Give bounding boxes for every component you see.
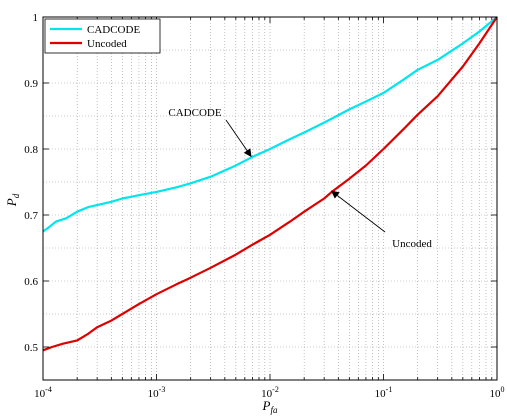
y-tick-label: 0.6 (24, 276, 38, 288)
legend-box (44, 18, 161, 54)
x-axis-label: Pfa (262, 398, 278, 415)
series-layer (42, 16, 498, 352)
x-tick-label: 10-2 (261, 385, 279, 400)
annotation-arrow (330, 190, 386, 233)
annotation-label-cadcode: CADCODE (168, 107, 221, 119)
x-tick-label: 100 (490, 385, 505, 400)
legend-entry: Uncoded (87, 38, 127, 50)
y-tick-label: 0.8 (24, 144, 38, 156)
legend-entry: CADCODE (87, 24, 140, 36)
x-tick-label: 10-4 (34, 385, 52, 400)
ticks: 10-4 10-3 10-2 10-1 100 0.5 0.6 0.7 0.8 0.9 1 (24, 12, 504, 400)
y-tick-label: 0.7 (24, 210, 38, 222)
series-line-uncoded (42, 16, 498, 352)
annotations: CADCODE Uncoded (168, 107, 432, 250)
series-line-cadcode (42, 16, 498, 233)
y-tick-label: 0.5 (24, 342, 38, 354)
grid (43, 17, 497, 380)
annotation-label-uncoded: Uncoded (392, 238, 432, 250)
legend: CADCODE Uncoded (44, 18, 161, 54)
x-tick-label: 10-3 (148, 385, 166, 400)
y-axis-label: Pd (4, 193, 21, 207)
y-tick-label: 1 (33, 12, 39, 24)
x-tick-label: 10-1 (375, 385, 393, 400)
y-tick-label: 0.9 (24, 78, 38, 90)
annotation-arrow (225, 119, 252, 158)
